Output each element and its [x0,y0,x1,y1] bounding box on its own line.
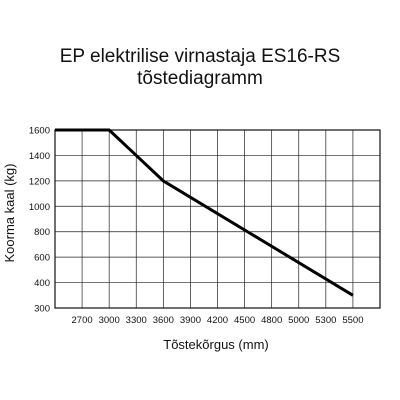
chart-subtitle: tõstediagramm [137,68,263,89]
x-tick-label: 4200 [207,315,228,326]
x-tick-label: 5500 [342,315,363,326]
x-tick-label: 3600 [153,315,174,326]
y-axis-label: Koorma kaal (kg) [2,164,17,263]
y-tick-label: 1000 [29,202,50,213]
y-axis-ticks: 1600 1400 1200 1000 800 600 400 300 [29,126,50,315]
x-axis-label: Tõstekõrgus (mm) [163,337,268,352]
x-tick-label: 3900 [180,315,201,326]
y-tick-label: 1600 [29,126,50,137]
x-tick-label: 4800 [261,315,282,326]
x-tick-label: 5000 [288,315,309,326]
x-axis-ticks: 2700 3000 3300 3600 3900 4200 4500 4800 5000 5300… [72,315,364,326]
capacity-line [55,128,354,297]
y-tick-label: 1200 [29,176,50,187]
plot-border [54,129,381,309]
y-tick-label: 600 [34,253,50,264]
y-tick-label: 300 [34,304,50,315]
y-tick-label: 400 [34,278,50,289]
plot-frame [54,129,381,309]
y-tick-label: 1400 [29,151,50,162]
grid [55,130,380,308]
x-tick-label: 2700 [72,315,93,326]
x-tick-label: 4500 [234,315,255,326]
chart-title: EP elektrilise virnastaja ES16-RS [59,46,341,67]
series-layer [55,128,354,297]
y-tick-label: 800 [34,227,50,238]
x-tick-label: 5300 [315,315,336,326]
x-tick-label: 3300 [126,315,147,326]
x-tick-label: 3000 [99,315,120,326]
